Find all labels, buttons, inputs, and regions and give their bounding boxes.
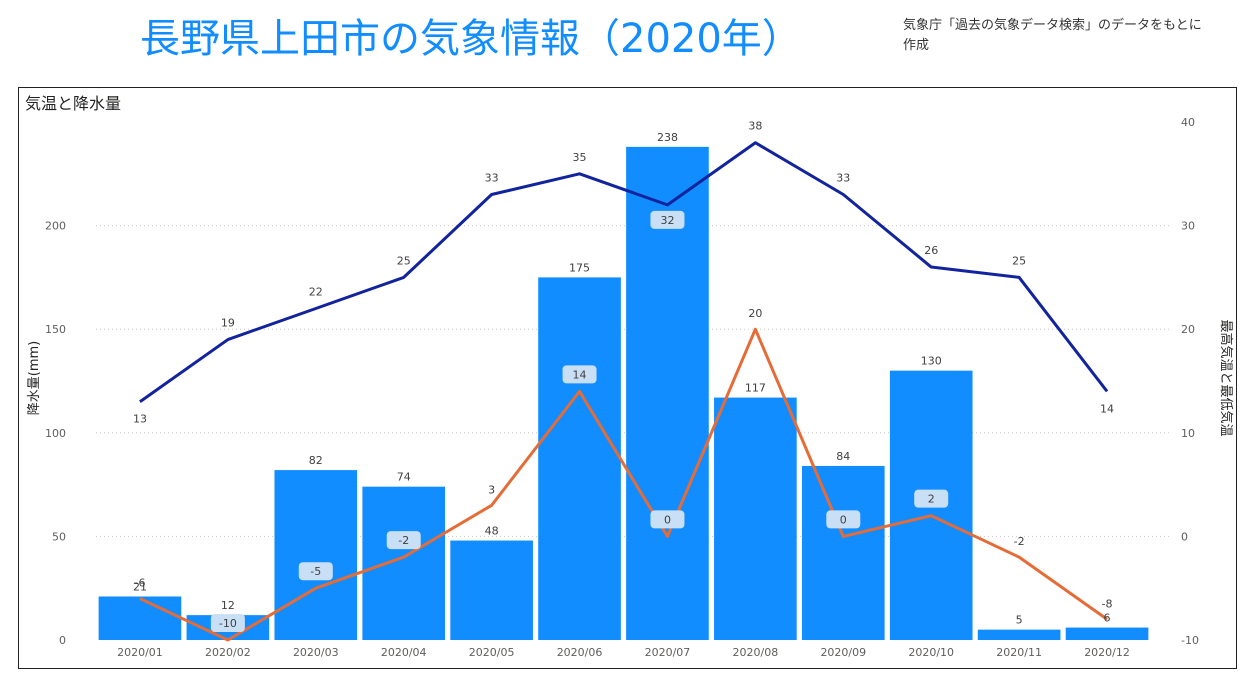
min-temp-label: -2 xyxy=(1014,535,1025,548)
y-tick-label: 200 xyxy=(45,220,66,233)
label-pill xyxy=(650,210,685,229)
y-axis-title: 降水量(mm) xyxy=(27,341,42,415)
min-temp-label: 0 xyxy=(650,510,685,529)
bar xyxy=(714,397,797,640)
x-tick-label: 2020/12 xyxy=(1084,646,1130,659)
line-series xyxy=(139,141,1109,642)
bar-data-label: 48 xyxy=(485,525,499,538)
x-tick-label: 2020/06 xyxy=(557,646,603,659)
x-tick-label: 2020/04 xyxy=(381,646,427,659)
max-temp-label: 32 xyxy=(650,210,685,229)
y-tick-label: 0 xyxy=(59,634,66,647)
y2-tick-label: 0 xyxy=(1181,530,1188,543)
x-tick-label: 2020/08 xyxy=(733,646,779,659)
max-temp-label: 19 xyxy=(221,317,235,330)
x-tick-label: 2020/01 xyxy=(117,646,163,659)
min-temp-label: 14 xyxy=(562,365,597,384)
min-temp-label: -5 xyxy=(298,562,333,581)
label-pill xyxy=(914,489,949,508)
bar-series xyxy=(98,146,1149,640)
y-tick-label: 150 xyxy=(45,323,66,336)
label-pill xyxy=(298,562,333,581)
max-temp-label: 33 xyxy=(836,172,850,185)
x-tick-label: 2020/05 xyxy=(469,646,515,659)
max-temp-label: 13 xyxy=(133,413,147,426)
y2-tick-label: 30 xyxy=(1181,220,1195,233)
min-temp-label-text: -5 xyxy=(310,565,321,578)
x-tick-label: 2020/07 xyxy=(645,646,691,659)
min-temp-label-text: 14 xyxy=(573,368,587,381)
min-temp-label: -6 xyxy=(134,577,145,590)
min-temp-label: -10 xyxy=(210,614,245,632)
max-temp-label: 33 xyxy=(485,172,499,185)
max-temp-label: 25 xyxy=(397,254,411,267)
max-temp-label-text: 32 xyxy=(660,214,674,227)
y-tick-label: 100 xyxy=(45,427,66,440)
min-temp-label-text: -2 xyxy=(398,534,409,547)
max-temp-label: 14 xyxy=(1100,402,1114,415)
page-title: 長野県上田市の気象情報（2020年） xyxy=(140,16,802,62)
y2-tick-label: 10 xyxy=(1181,427,1195,440)
min-temp-label: 3 xyxy=(488,483,495,496)
bar-data-label: 21 xyxy=(133,580,147,593)
max-temp-line xyxy=(139,141,1109,403)
min-temp-label: 2 xyxy=(914,489,949,508)
bar-data-label: 175 xyxy=(569,261,590,274)
bar xyxy=(626,146,709,640)
x-tick-label: 2020/03 xyxy=(293,646,339,659)
min-temp-line xyxy=(139,327,1108,642)
bar-data-label: 6 xyxy=(1104,612,1111,625)
bar-data-label: 12 xyxy=(221,599,235,612)
min-temp-label-text: 2 xyxy=(928,493,935,506)
max-temp-label: 38 xyxy=(748,120,762,133)
label-pill xyxy=(650,510,685,529)
bar xyxy=(450,540,533,640)
bar xyxy=(274,470,358,640)
max-temp-label: 35 xyxy=(573,151,587,164)
label-pill xyxy=(826,510,861,529)
bar-data-label: 238 xyxy=(657,131,678,144)
y2-tick-label: 40 xyxy=(1181,116,1195,129)
source-note: 気象庁「過去の気象データ検索」のデータをもとに作成 xyxy=(903,18,1202,53)
bar-data-label: 84 xyxy=(836,450,850,463)
x-tick-label: 2020/10 xyxy=(908,646,954,659)
min-temp-label: -8 xyxy=(1102,597,1113,610)
min-temp-label-text: 0 xyxy=(840,513,847,526)
y2-tick-label: -10 xyxy=(1181,634,1199,647)
label-pill xyxy=(386,531,421,550)
y2-tick-label: 20 xyxy=(1181,323,1195,336)
min-temp-label-text: 0 xyxy=(664,513,671,526)
bar xyxy=(977,629,1061,640)
min-temp-label-text: -10 xyxy=(219,617,237,630)
x-tick-label: 2020/11 xyxy=(996,646,1042,659)
bar xyxy=(362,486,446,640)
bar-data-label: 82 xyxy=(309,454,323,467)
bar xyxy=(98,596,182,640)
label-pill xyxy=(210,614,245,632)
chart-frame[interactable]: 気温と降水量 21 12 82 74 48 175 238 117 84 130 5 6 13 19 22 2… xyxy=(18,87,1237,669)
max-temp-label: 26 xyxy=(924,244,938,257)
min-temp-label: -2 xyxy=(386,531,421,550)
label-pill xyxy=(562,365,597,384)
x-tick-label: 2020/02 xyxy=(205,646,251,659)
min-temp-label: 0 xyxy=(826,510,861,529)
bar-data-label: 74 xyxy=(397,471,411,484)
y-tick-label: 50 xyxy=(52,530,66,543)
bar xyxy=(801,465,885,640)
max-temp-label: 22 xyxy=(309,285,323,298)
bar-data-label: 130 xyxy=(921,355,942,368)
bar xyxy=(538,277,621,640)
bar-data-label: 5 xyxy=(1016,614,1023,627)
chart-title: 気温と降水量 xyxy=(25,94,121,113)
x-tick-label: 2020/09 xyxy=(820,646,866,659)
max-temp-label: 25 xyxy=(1012,254,1026,267)
y2-axis-title: 最高気温と最低気温 xyxy=(1218,319,1234,436)
bar xyxy=(1065,627,1149,640)
bar-data-label: 117 xyxy=(745,382,766,395)
min-temp-label: 20 xyxy=(748,307,762,320)
